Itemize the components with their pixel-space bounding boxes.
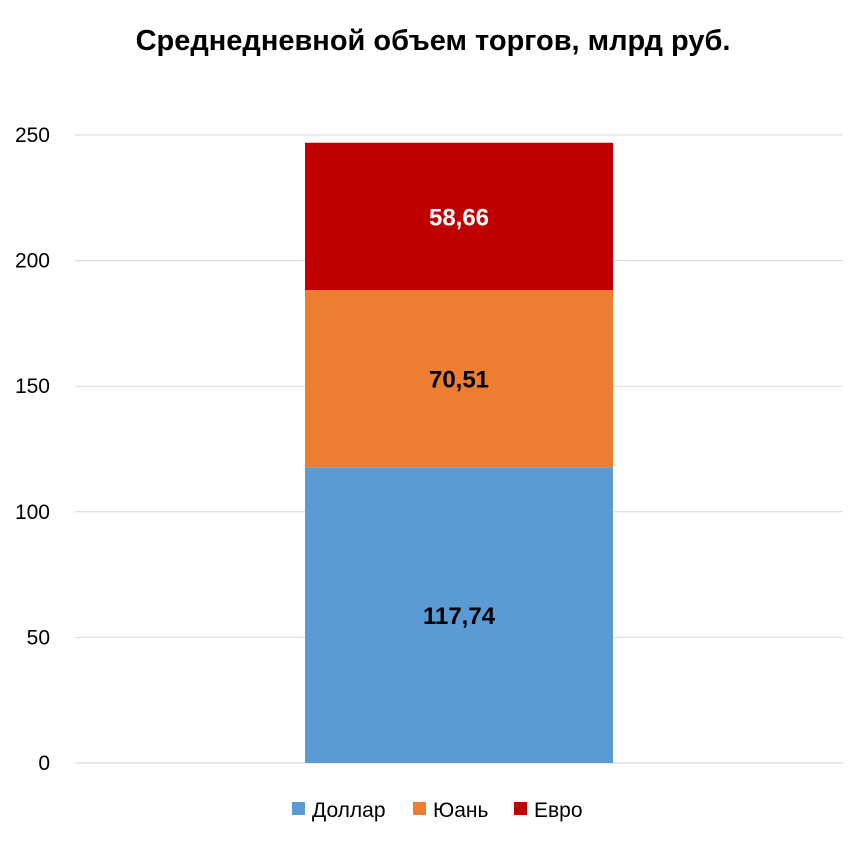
y-tick-label: 100 <box>15 501 50 524</box>
chart-title: Среднедневной объем торгов, млрд руб. <box>136 25 731 57</box>
y-tick-label: 0 <box>38 752 50 775</box>
data-label: 117,74 <box>423 603 496 630</box>
data-label: 58,66 <box>429 204 489 231</box>
y-tick-label: 150 <box>15 375 50 398</box>
y-tick-label: 50 <box>27 626 50 649</box>
bars <box>305 142 613 763</box>
legend-label: Юань <box>433 799 488 822</box>
y-axis: 0 50 100 150 200 250 <box>15 124 50 775</box>
y-tick-label: 200 <box>15 250 50 273</box>
data-labels: 117,74 70,51 58,66 <box>423 204 496 630</box>
legend-swatch <box>413 802 426 815</box>
legend-swatch <box>514 802 527 815</box>
data-label: 70,51 <box>429 367 489 394</box>
legend: Доллар Юань Евро <box>292 799 583 822</box>
bar-segment <box>305 290 613 468</box>
bar-segment <box>305 467 613 763</box>
y-tick-label: 250 <box>15 124 50 147</box>
legend-label: Доллар <box>312 799 386 822</box>
legend-swatch <box>292 802 305 815</box>
bar-segment <box>305 142 613 291</box>
legend-label: Евро <box>534 799 583 822</box>
